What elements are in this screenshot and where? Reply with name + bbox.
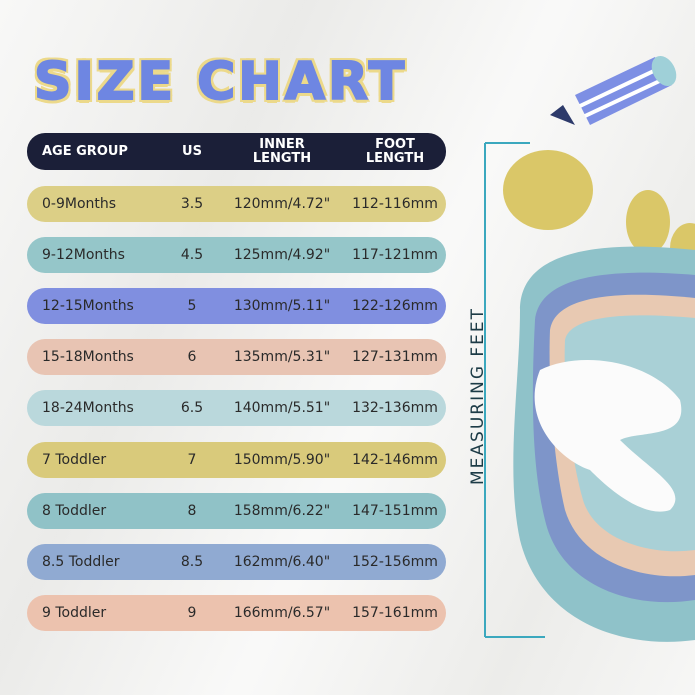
foot-length-cell: 117-121mm: [352, 247, 438, 263]
age-group-cell: 7 Toddler: [42, 452, 107, 468]
us-size-cell: 4.5: [180, 247, 204, 263]
us-size-cell: 6: [187, 349, 197, 365]
age-group-cell: 0-9Months: [42, 196, 117, 212]
header-age-group: AGE GROUP: [42, 144, 128, 159]
inner-length-cell: 120mm/4.72": [233, 196, 331, 212]
inner-length-cell: 125mm/4.92": [233, 247, 331, 263]
inner-length-cell: 130mm/5.11": [233, 298, 331, 314]
foot-length-cell: 142-146mm: [352, 452, 438, 468]
measuring-feet-label: MEASURING FEET: [468, 306, 488, 485]
pencil-icon: [550, 55, 677, 125]
foot-length-cell: 152-156mm: [352, 554, 438, 570]
table-row: 18-24Months 6.5 140mm/5.51" 132-136mm: [27, 390, 446, 426]
foot-length-cell: 127-131mm: [352, 349, 438, 365]
header-inner-length: INNER LENGTH: [252, 136, 312, 166]
us-size-cell: 7: [187, 452, 197, 468]
foot-illustration: [484, 55, 695, 642]
foot-length-cell: 112-116mm: [352, 196, 438, 212]
age-group-cell: 8.5 Toddler: [42, 554, 120, 570]
table-row: 0-9Months 3.5 120mm/4.72" 112-116mm: [27, 186, 446, 222]
inner-length-cell: 158mm/6.22": [233, 503, 331, 519]
foot-length-cell: 132-136mm: [352, 400, 438, 416]
inner-length-cell: 135mm/5.31": [233, 349, 331, 365]
us-size-cell: 5: [187, 298, 197, 314]
age-group-cell: 15-18Months: [42, 349, 134, 365]
age-group-cell: 9 Toddler: [42, 605, 107, 621]
header-foot-length: FOOT LENGTH: [365, 136, 425, 166]
inner-length-cell: 166mm/6.57": [233, 605, 331, 621]
age-group-cell: 18-24Months: [42, 400, 134, 416]
us-size-cell: 8: [187, 503, 197, 519]
table-row: 8.5 Toddler 8.5 162mm/6.40" 152-156mm: [27, 544, 446, 580]
inner-length-cell: 140mm/5.51": [233, 400, 331, 416]
table-row: 7 Toddler 7 150mm/5.90" 142-146mm: [27, 442, 446, 478]
table-row: 9 Toddler 9 166mm/6.57" 157-161mm: [27, 595, 446, 631]
table-header: AGE GROUP US INNER LENGTH FOOT LENGTH: [27, 133, 446, 170]
us-size-cell: 3.5: [180, 196, 204, 212]
age-group-cell: 8 Toddler: [42, 503, 107, 519]
inner-length-cell: 162mm/6.40": [233, 554, 331, 570]
inner-length-cell: 150mm/5.90": [233, 452, 331, 468]
age-group-cell: 12-15Months: [42, 298, 134, 314]
us-size-cell: 8.5: [180, 554, 204, 570]
foot-length-cell: 147-151mm: [352, 503, 438, 519]
foot-length-cell: 122-126mm: [352, 298, 438, 314]
age-group-cell: 9-12Months: [42, 247, 125, 263]
us-size-cell: 9: [187, 605, 197, 621]
header-us: US: [182, 144, 202, 159]
us-size-cell: 6.5: [180, 400, 204, 416]
page-title: SIZE CHART: [33, 51, 408, 113]
table-row: 12-15Months 5 130mm/5.11" 122-126mm: [27, 288, 446, 324]
table-row: 9-12Months 4.5 125mm/4.92" 117-121mm: [27, 237, 446, 273]
table-row: 15-18Months 6 135mm/5.31" 127-131mm: [27, 339, 446, 375]
foot-length-cell: 157-161mm: [352, 605, 438, 621]
table-row: 8 Toddler 8 158mm/6.22" 147-151mm: [27, 493, 446, 529]
